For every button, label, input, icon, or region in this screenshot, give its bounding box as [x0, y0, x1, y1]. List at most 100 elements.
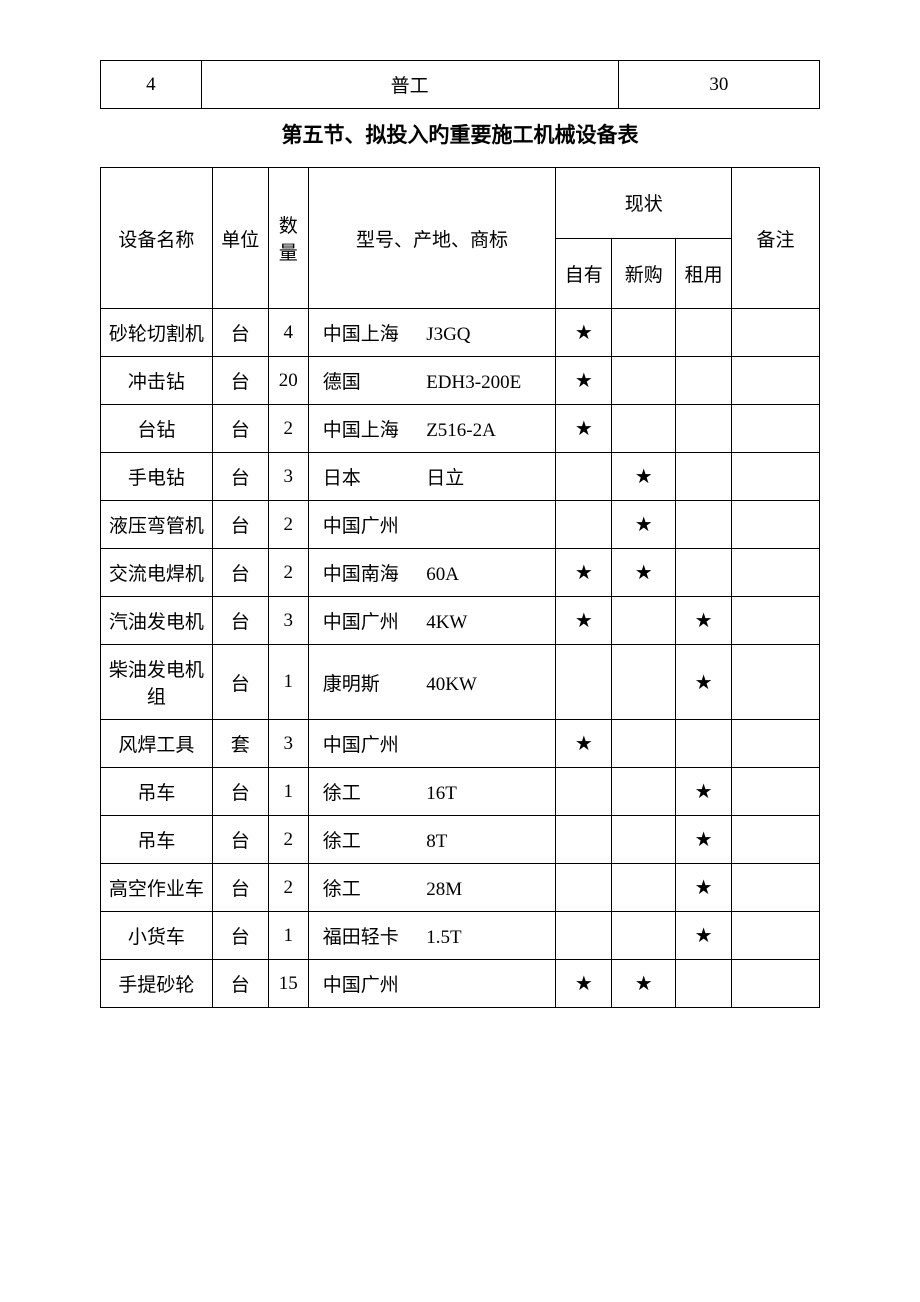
cell-name: 高空作业车 [101, 864, 213, 912]
cell-unit: 台 [212, 912, 268, 960]
cell-rent: ★ [676, 768, 732, 816]
cell-name: 柴油发电机组 [101, 645, 213, 720]
cell-owned: ★ [556, 549, 612, 597]
cell-note [732, 405, 820, 453]
cell-note [732, 912, 820, 960]
cell-new [612, 912, 676, 960]
cell-name: 砂轮切割机 [101, 309, 213, 357]
table-row: 手电钻台3日本日立★ [101, 453, 820, 501]
header-row-1: 设备名称 单位 数量 型号、产地、商标 现状 备注 [101, 168, 820, 239]
cell-new [612, 405, 676, 453]
header-unit: 单位 [212, 168, 268, 309]
cell-owned: ★ [556, 960, 612, 1008]
cell-model: 中国广州4KW [308, 597, 556, 645]
cell-origin-text: 中国上海 [323, 415, 409, 442]
cell-qty: 2 [268, 816, 308, 864]
star-icon: ★ [575, 418, 593, 440]
table-row: 冲击钻台20德国EDH3-200E★ [101, 357, 820, 405]
top-num: 4 [101, 61, 202, 109]
header-status: 现状 [556, 168, 732, 239]
star-icon: ★ [635, 973, 653, 995]
cell-qty: 3 [268, 597, 308, 645]
cell-note [732, 357, 820, 405]
cell-qty: 1 [268, 912, 308, 960]
cell-unit: 台 [212, 864, 268, 912]
cell-model-code: J3GQ [426, 324, 470, 346]
cell-owned [556, 453, 612, 501]
cell-origin-text: 徐工 [323, 826, 409, 853]
cell-origin-text: 日本 [323, 463, 409, 490]
cell-name: 汽油发电机 [101, 597, 213, 645]
star-icon: ★ [695, 925, 713, 947]
cell-owned [556, 912, 612, 960]
star-icon: ★ [635, 466, 653, 488]
cell-origin-text: 中国南海 [323, 559, 409, 586]
cell-new [612, 597, 676, 645]
cell-qty: 2 [268, 405, 308, 453]
section-title: 第五节、拟投入旳重要施工机械设备表 [100, 119, 820, 149]
cell-qty: 4 [268, 309, 308, 357]
cell-model: 中国上海J3GQ [308, 309, 556, 357]
cell-rent: ★ [676, 912, 732, 960]
cell-new [612, 645, 676, 720]
cell-new: ★ [612, 453, 676, 501]
cell-unit: 套 [212, 720, 268, 768]
cell-owned [556, 864, 612, 912]
cell-qty: 2 [268, 864, 308, 912]
cell-name: 手提砂轮 [101, 960, 213, 1008]
cell-model-code: 1.5T [426, 927, 461, 949]
table-row: 手提砂轮台15中国广州★★ [101, 960, 820, 1008]
cell-new [612, 357, 676, 405]
cell-model: 徐工16T [308, 768, 556, 816]
cell-unit: 台 [212, 645, 268, 720]
cell-model-code: 8T [426, 831, 447, 853]
header-owned: 自有 [556, 238, 612, 309]
cell-note [732, 453, 820, 501]
star-icon: ★ [695, 610, 713, 632]
cell-model-code: 60A [426, 564, 459, 586]
table-row: 液压弯管机台2中国广州★ [101, 501, 820, 549]
cell-origin-text: 中国广州 [323, 730, 409, 757]
cell-rent: ★ [676, 864, 732, 912]
cell-owned [556, 645, 612, 720]
star-icon: ★ [575, 322, 593, 344]
cell-rent [676, 549, 732, 597]
star-icon: ★ [695, 781, 713, 803]
cell-new: ★ [612, 549, 676, 597]
table-row: 风焊工具套3中国广州★ [101, 720, 820, 768]
cell-unit: 台 [212, 309, 268, 357]
cell-note [732, 549, 820, 597]
cell-rent: ★ [676, 645, 732, 720]
cell-note [732, 864, 820, 912]
cell-model: 康明斯40KW [308, 645, 556, 720]
cell-origin-text: 中国广州 [323, 511, 409, 538]
cell-name: 吊车 [101, 816, 213, 864]
cell-model-code: Z516-2A [426, 420, 496, 442]
cell-qty: 15 [268, 960, 308, 1008]
cell-name: 交流电焊机 [101, 549, 213, 597]
cell-origin-text: 德国 [323, 367, 409, 394]
cell-model-code: EDH3-200E [426, 372, 521, 394]
table-row: 台钻台2中国上海Z516-2A★ [101, 405, 820, 453]
header-model: 型号、产地、商标 [308, 168, 556, 309]
cell-new [612, 816, 676, 864]
cell-note [732, 960, 820, 1008]
cell-name: 手电钻 [101, 453, 213, 501]
cell-model: 徐工 8T [308, 816, 556, 864]
cell-qty: 3 [268, 453, 308, 501]
cell-note [732, 768, 820, 816]
cell-new [612, 864, 676, 912]
header-new: 新购 [612, 238, 676, 309]
cell-owned [556, 501, 612, 549]
table-row: 高空作业车台2徐工28M★ [101, 864, 820, 912]
cell-note [732, 720, 820, 768]
table-row: 小货车台1福田轻卡1.5T★ [101, 912, 820, 960]
cell-note [732, 501, 820, 549]
table-row: 汽油发电机台3中国广州4KW★★ [101, 597, 820, 645]
cell-rent [676, 405, 732, 453]
cell-origin-text: 徐工 [323, 874, 409, 901]
cell-unit: 台 [212, 549, 268, 597]
top-table: 4 普工 30 [100, 60, 820, 109]
table-row: 砂轮切割机台4中国上海J3GQ ★ [101, 309, 820, 357]
cell-origin-text: 康明斯 [323, 669, 409, 696]
